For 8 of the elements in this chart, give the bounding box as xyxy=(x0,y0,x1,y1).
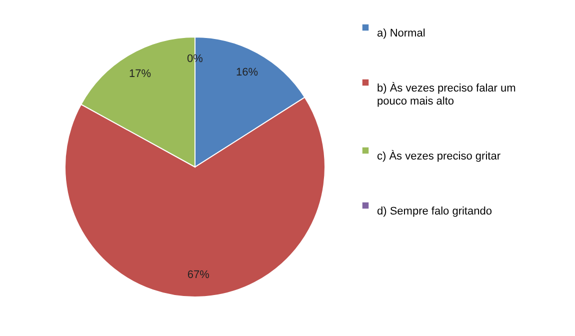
legend-label: a) Normal xyxy=(377,28,426,40)
legend-label: b) Às vezes preciso falar um pouco mais alto xyxy=(377,82,516,108)
legend-label: c) Às vezes preciso gritar xyxy=(377,150,501,162)
legend-label: d) Sempre falo gritando xyxy=(377,206,492,218)
data-label: 17% xyxy=(129,68,152,80)
text: 0% xyxy=(187,53,203,65)
data-label: 16% xyxy=(236,66,258,78)
data-label: 67% xyxy=(187,268,210,281)
